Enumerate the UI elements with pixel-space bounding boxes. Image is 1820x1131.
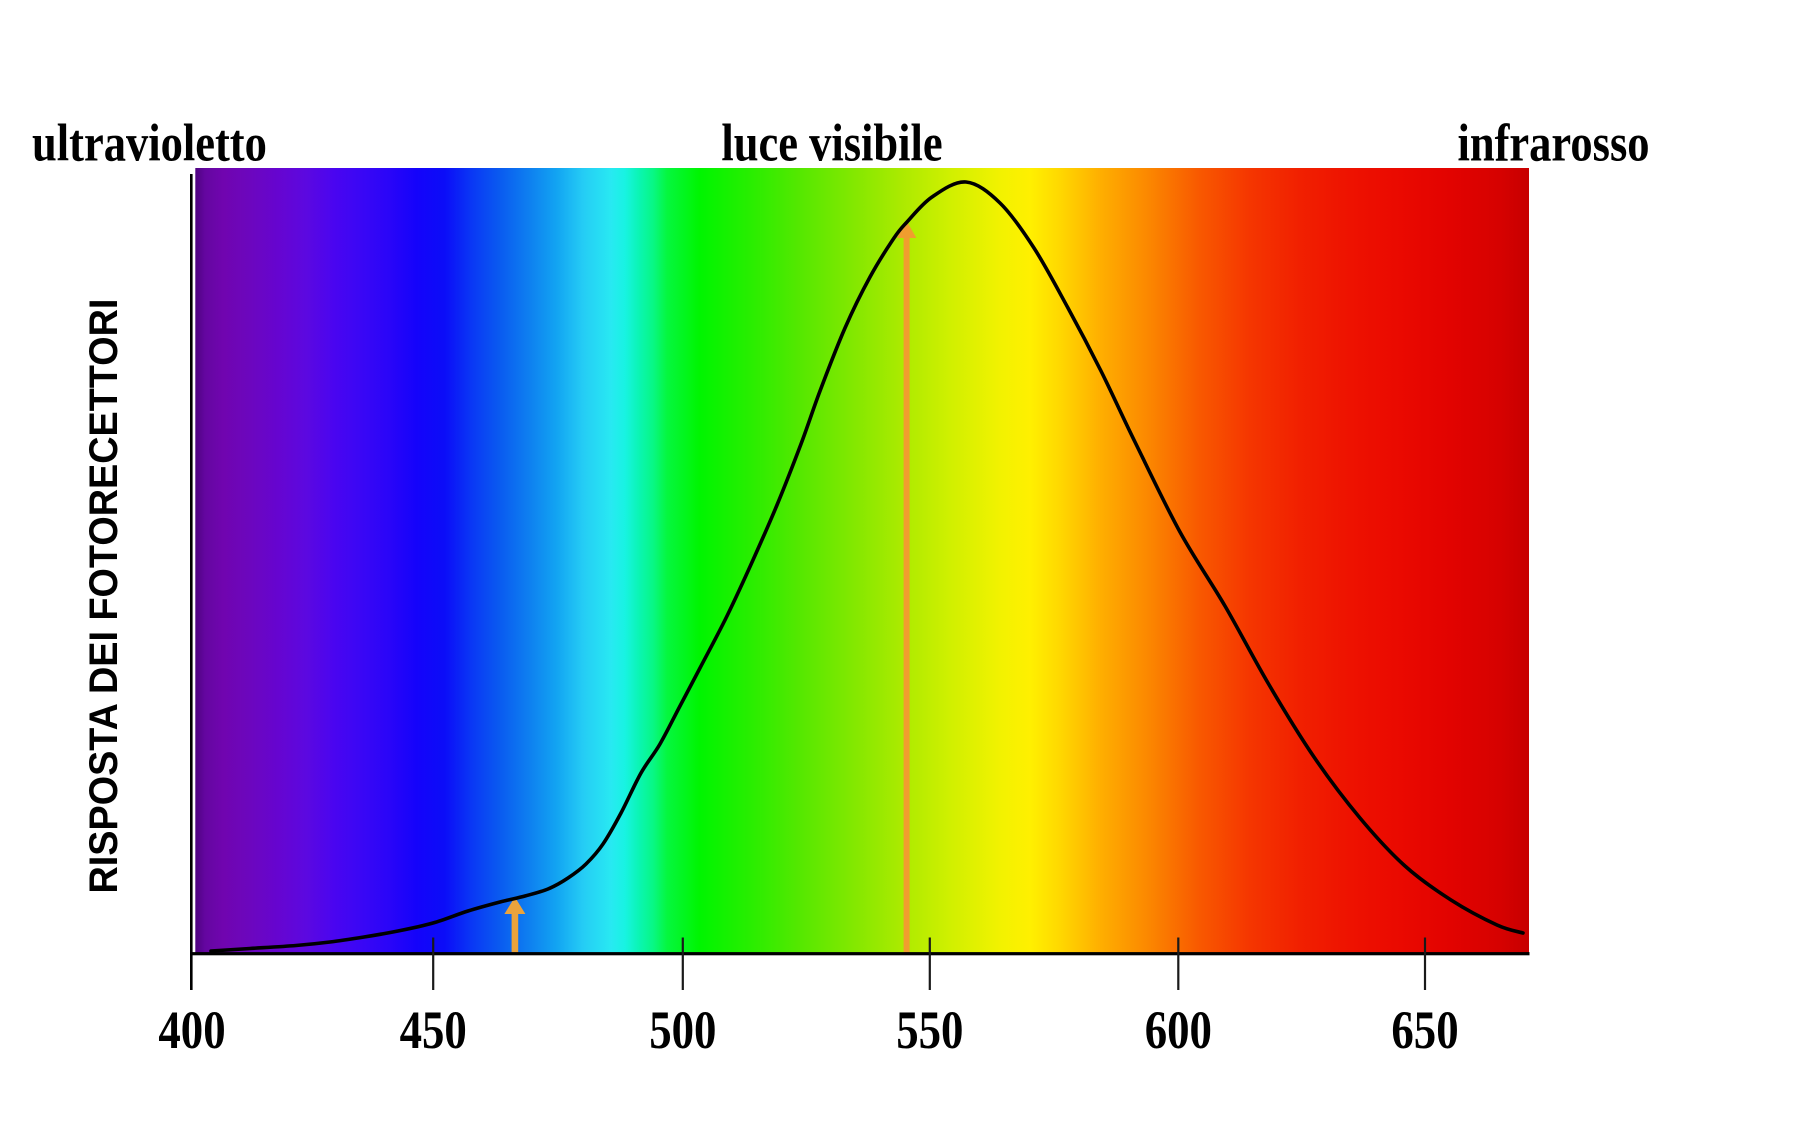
svg-text:600: 600 [1145, 1000, 1212, 1060]
svg-text:ultravioletto: ultravioletto [32, 113, 267, 173]
svg-text:RISPOSTA DEI FOTORECETTORI: RISPOSTA DEI FOTORECETTORI [82, 299, 126, 894]
svg-text:infrarosso: infrarosso [1457, 113, 1649, 173]
svg-text:500: 500 [649, 1000, 716, 1060]
svg-text:550: 550 [896, 1000, 963, 1060]
svg-text:luce visibile: luce visibile [721, 113, 942, 173]
svg-text:650: 650 [1391, 1000, 1458, 1060]
svg-text:450: 450 [400, 1000, 467, 1060]
svg-text:400: 400 [158, 1000, 225, 1060]
